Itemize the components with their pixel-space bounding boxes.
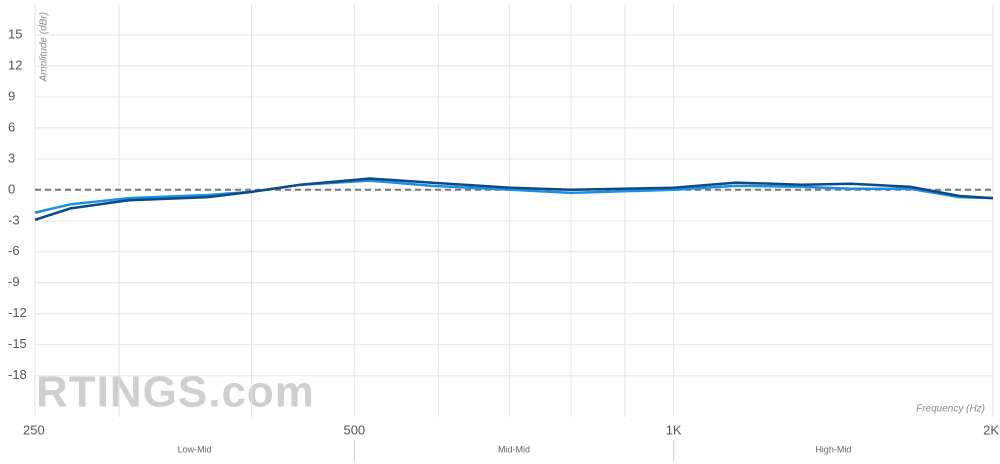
y-tick-label: -6	[8, 243, 20, 258]
band-label: Low-Mid	[178, 444, 212, 454]
y-tick-label: 9	[8, 88, 15, 103]
band-label: Mid-Mid	[498, 444, 530, 454]
y-tick-label: -15	[8, 336, 27, 351]
y-tick-label: 0	[8, 181, 15, 196]
y-tick-label: 3	[8, 150, 15, 165]
x-tick-label: 250	[23, 422, 45, 437]
y-tick-label: -12	[8, 305, 27, 320]
y-tick-label: 6	[8, 119, 15, 134]
y-axis-label: Amplitude (dBr)	[39, 12, 50, 82]
x-tick-label: 1K	[666, 422, 682, 437]
y-tick-label: 12	[8, 57, 22, 72]
series-line	[34, 177, 994, 221]
y-tick-label: -3	[8, 212, 20, 227]
band-label: High-Mid	[815, 444, 851, 454]
x-axis-label: Frequency (Hz)	[916, 404, 985, 415]
y-tick-label: 15	[8, 26, 22, 41]
x-tick-label: 2K	[983, 422, 999, 437]
y-tick-label: -18	[8, 367, 27, 382]
watermark: RTINGS.com	[36, 368, 315, 417]
y-tick-label: -9	[8, 274, 20, 289]
series-line	[34, 179, 994, 214]
x-tick-label: 500	[343, 422, 365, 437]
